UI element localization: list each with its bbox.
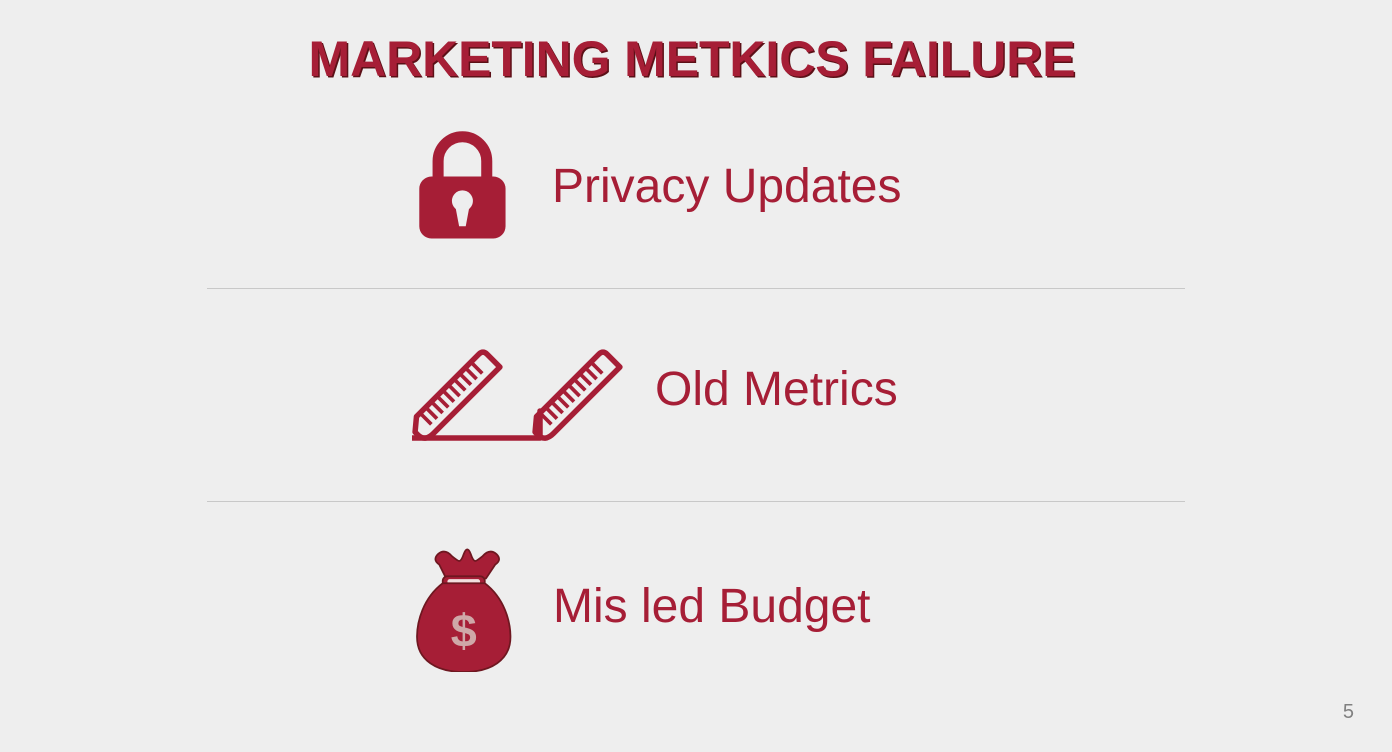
svg-text:$: $ [451,604,477,656]
